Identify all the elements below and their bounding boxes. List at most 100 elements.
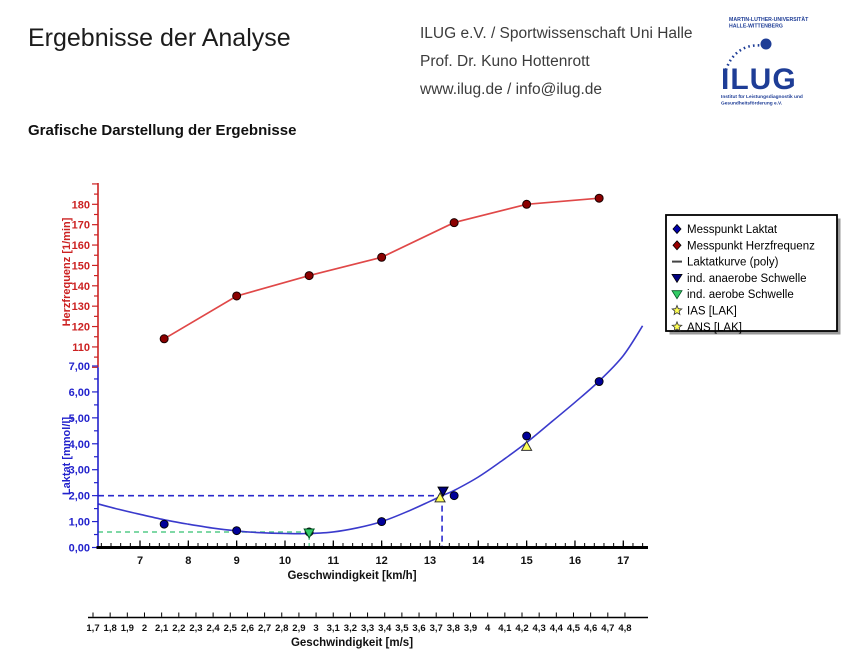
heartrate-point bbox=[304, 271, 314, 281]
ms-tick-label: 3,8 bbox=[447, 623, 460, 634]
org-info: ILUG e.V. / Sportwissenschaft Uni Halle … bbox=[420, 20, 693, 104]
lactate-point bbox=[232, 526, 242, 536]
heartrate-point bbox=[159, 334, 169, 344]
ms-tick-label: 3,2 bbox=[344, 623, 357, 634]
legend-marker-diamond-red-icon bbox=[672, 240, 682, 251]
lactate-tick-label: 3,00 bbox=[69, 465, 90, 477]
kmh-tick-label: 11 bbox=[327, 555, 339, 567]
lactate-tick-label: 0,00 bbox=[69, 543, 90, 555]
ms-tick-label: 2,4 bbox=[207, 623, 221, 634]
ms-tick-label: 3 bbox=[313, 623, 318, 634]
heartrate-line bbox=[163, 197, 600, 340]
heartrate-tick-label: 120 bbox=[72, 322, 90, 334]
ms-tick-label: 4,7 bbox=[601, 623, 614, 634]
lactate-tick-label: 2,00 bbox=[69, 491, 90, 503]
lactate-tick-label: 4,00 bbox=[69, 439, 90, 451]
heartrate-point bbox=[232, 291, 242, 301]
legend-item-label: Messpunkt Herzfrequenz bbox=[687, 240, 815, 252]
ms-tick-label: 1,7 bbox=[86, 623, 99, 634]
org-line-professor: Prof. Dr. Kuno Hottenrott bbox=[420, 53, 590, 70]
anaerobic-threshold-marker bbox=[437, 486, 449, 498]
kmh-tick-label: 15 bbox=[521, 555, 533, 567]
ms-tick-label: 4,3 bbox=[533, 623, 546, 634]
lactate-point bbox=[159, 519, 169, 529]
legend-marker-diamond-blue-icon bbox=[672, 223, 682, 235]
heartrate-tick-label: 110 bbox=[72, 342, 90, 354]
lactate-tick-label: 7,00 bbox=[69, 361, 90, 373]
logo-subline2: Gesundheitsförderung e.V. bbox=[721, 101, 782, 107]
legend-marker-star-yellow-icon bbox=[671, 320, 683, 332]
logo-subline1: Institut für Leistungsdiagnostik und bbox=[721, 94, 803, 100]
legend-item-label: IAS [LAK] bbox=[687, 306, 737, 318]
kmh-tick-label: 14 bbox=[472, 555, 485, 567]
ms-tick-label: 4 bbox=[485, 623, 491, 634]
section-heading: Grafische Darstellung der Ergebnisse bbox=[28, 122, 297, 139]
ms-tick-label: 4,8 bbox=[618, 623, 631, 634]
legend-item-label: ind. anaerobe Schwelle bbox=[687, 273, 807, 285]
lactate-tick-label: 5,00 bbox=[69, 413, 90, 425]
kmh-axis-title: Geschwindigkeit [km/h] bbox=[287, 570, 416, 582]
kmh-tick-label: 16 bbox=[569, 555, 581, 567]
lactate-tick-label: 1,00 bbox=[69, 517, 90, 529]
kmh-tick-label: 7 bbox=[137, 555, 143, 567]
ms-tick-label: 1,8 bbox=[104, 623, 117, 634]
logo-university-line2: HALLE-WITTENBERG bbox=[729, 24, 783, 30]
ms-tick-label: 4,5 bbox=[567, 623, 581, 634]
logo-wordmark: ILUG bbox=[721, 63, 797, 96]
heartrate-point bbox=[377, 252, 387, 262]
kmh-tick-label: 8 bbox=[185, 555, 191, 567]
legend-item-label: Laktatkurve (poly) bbox=[687, 257, 779, 269]
heartrate-point bbox=[449, 218, 459, 228]
ms-tick-label: 3,5 bbox=[395, 623, 409, 634]
legend-item-label: ind. aerobe Schwelle bbox=[687, 289, 794, 301]
legend-item-label: Messpunkt Laktat bbox=[687, 224, 778, 236]
logo-university-line1: MARTIN-LUTHER-UNIVERSITÄT bbox=[729, 16, 809, 23]
legend-item-label: ANS [LAK] bbox=[687, 322, 742, 334]
legend-marker-tri-down-green-icon bbox=[671, 290, 683, 300]
heartrate-tick-label: 130 bbox=[72, 301, 90, 313]
lactate-point bbox=[594, 377, 604, 386]
page-title: Ergebnisse der Analyse bbox=[28, 24, 291, 52]
ms-tick-label: 3,7 bbox=[430, 623, 443, 634]
ms-tick-label: 3,4 bbox=[378, 623, 392, 634]
ms-tick-label: 2,7 bbox=[258, 623, 271, 634]
ilug-logo: MARTIN-LUTHER-UNIVERSITÄT HALLE-WITTENBE… bbox=[721, 16, 809, 107]
ms-axis-title: Geschwindigkeit [m/s] bbox=[291, 637, 413, 649]
ms-tick-label: 3,3 bbox=[361, 623, 374, 634]
legend-box bbox=[665, 214, 838, 332]
ias-lak-marker bbox=[434, 491, 446, 503]
kmh-tick-label: 12 bbox=[376, 555, 388, 567]
heartrate-tick-label: 170 bbox=[72, 220, 90, 232]
org-line-institute: ILUG e.V. / Sportwissenschaft Uni Halle bbox=[420, 25, 693, 42]
kmh-tick-label: 9 bbox=[234, 555, 240, 567]
heartrate-tick-label: 180 bbox=[72, 199, 90, 211]
ms-tick-label: 2,5 bbox=[224, 623, 238, 634]
lactate-tick-label: 6,00 bbox=[69, 387, 90, 399]
ms-tick-label: 2,8 bbox=[275, 623, 288, 634]
kmh-tick-label: 10 bbox=[279, 555, 291, 567]
kmh-tick-label: 17 bbox=[617, 555, 629, 567]
ms-tick-label: 4,2 bbox=[515, 623, 528, 634]
ms-tick-label: 2,9 bbox=[292, 623, 305, 634]
kmh-tick-label: 13 bbox=[424, 555, 436, 567]
legend-marker-star-yellow-icon bbox=[671, 304, 683, 316]
ms-tick-label: 2,2 bbox=[172, 623, 185, 634]
lactate-point bbox=[522, 431, 532, 441]
ms-tick-label: 3,6 bbox=[412, 623, 425, 634]
ms-tick-label: 3,1 bbox=[327, 623, 341, 634]
ms-tick-label: 2,6 bbox=[241, 623, 254, 634]
ms-tick-label: 4,6 bbox=[584, 623, 597, 634]
heartrate-axis-title: Herzfrequenz [1/min] bbox=[61, 217, 73, 326]
org-line-contact: www.ilug.de / info@ilug.de bbox=[420, 81, 603, 98]
ms-tick-label: 2 bbox=[142, 623, 147, 634]
lactate-point bbox=[377, 517, 387, 527]
aerobic-threshold-marker bbox=[303, 528, 316, 539]
ms-tick-label: 1,9 bbox=[121, 623, 134, 634]
heartrate-point bbox=[522, 199, 532, 209]
ms-tick-label: 3,9 bbox=[464, 623, 477, 634]
results-chart: 110 120 130 140 150 160 170 180 Herzfrequenz [1/… bbox=[61, 183, 841, 649]
heartrate-tick-label: 140 bbox=[72, 281, 90, 293]
ms-tick-label: 2,1 bbox=[155, 623, 169, 634]
ms-tick-label: 2,3 bbox=[189, 623, 202, 634]
